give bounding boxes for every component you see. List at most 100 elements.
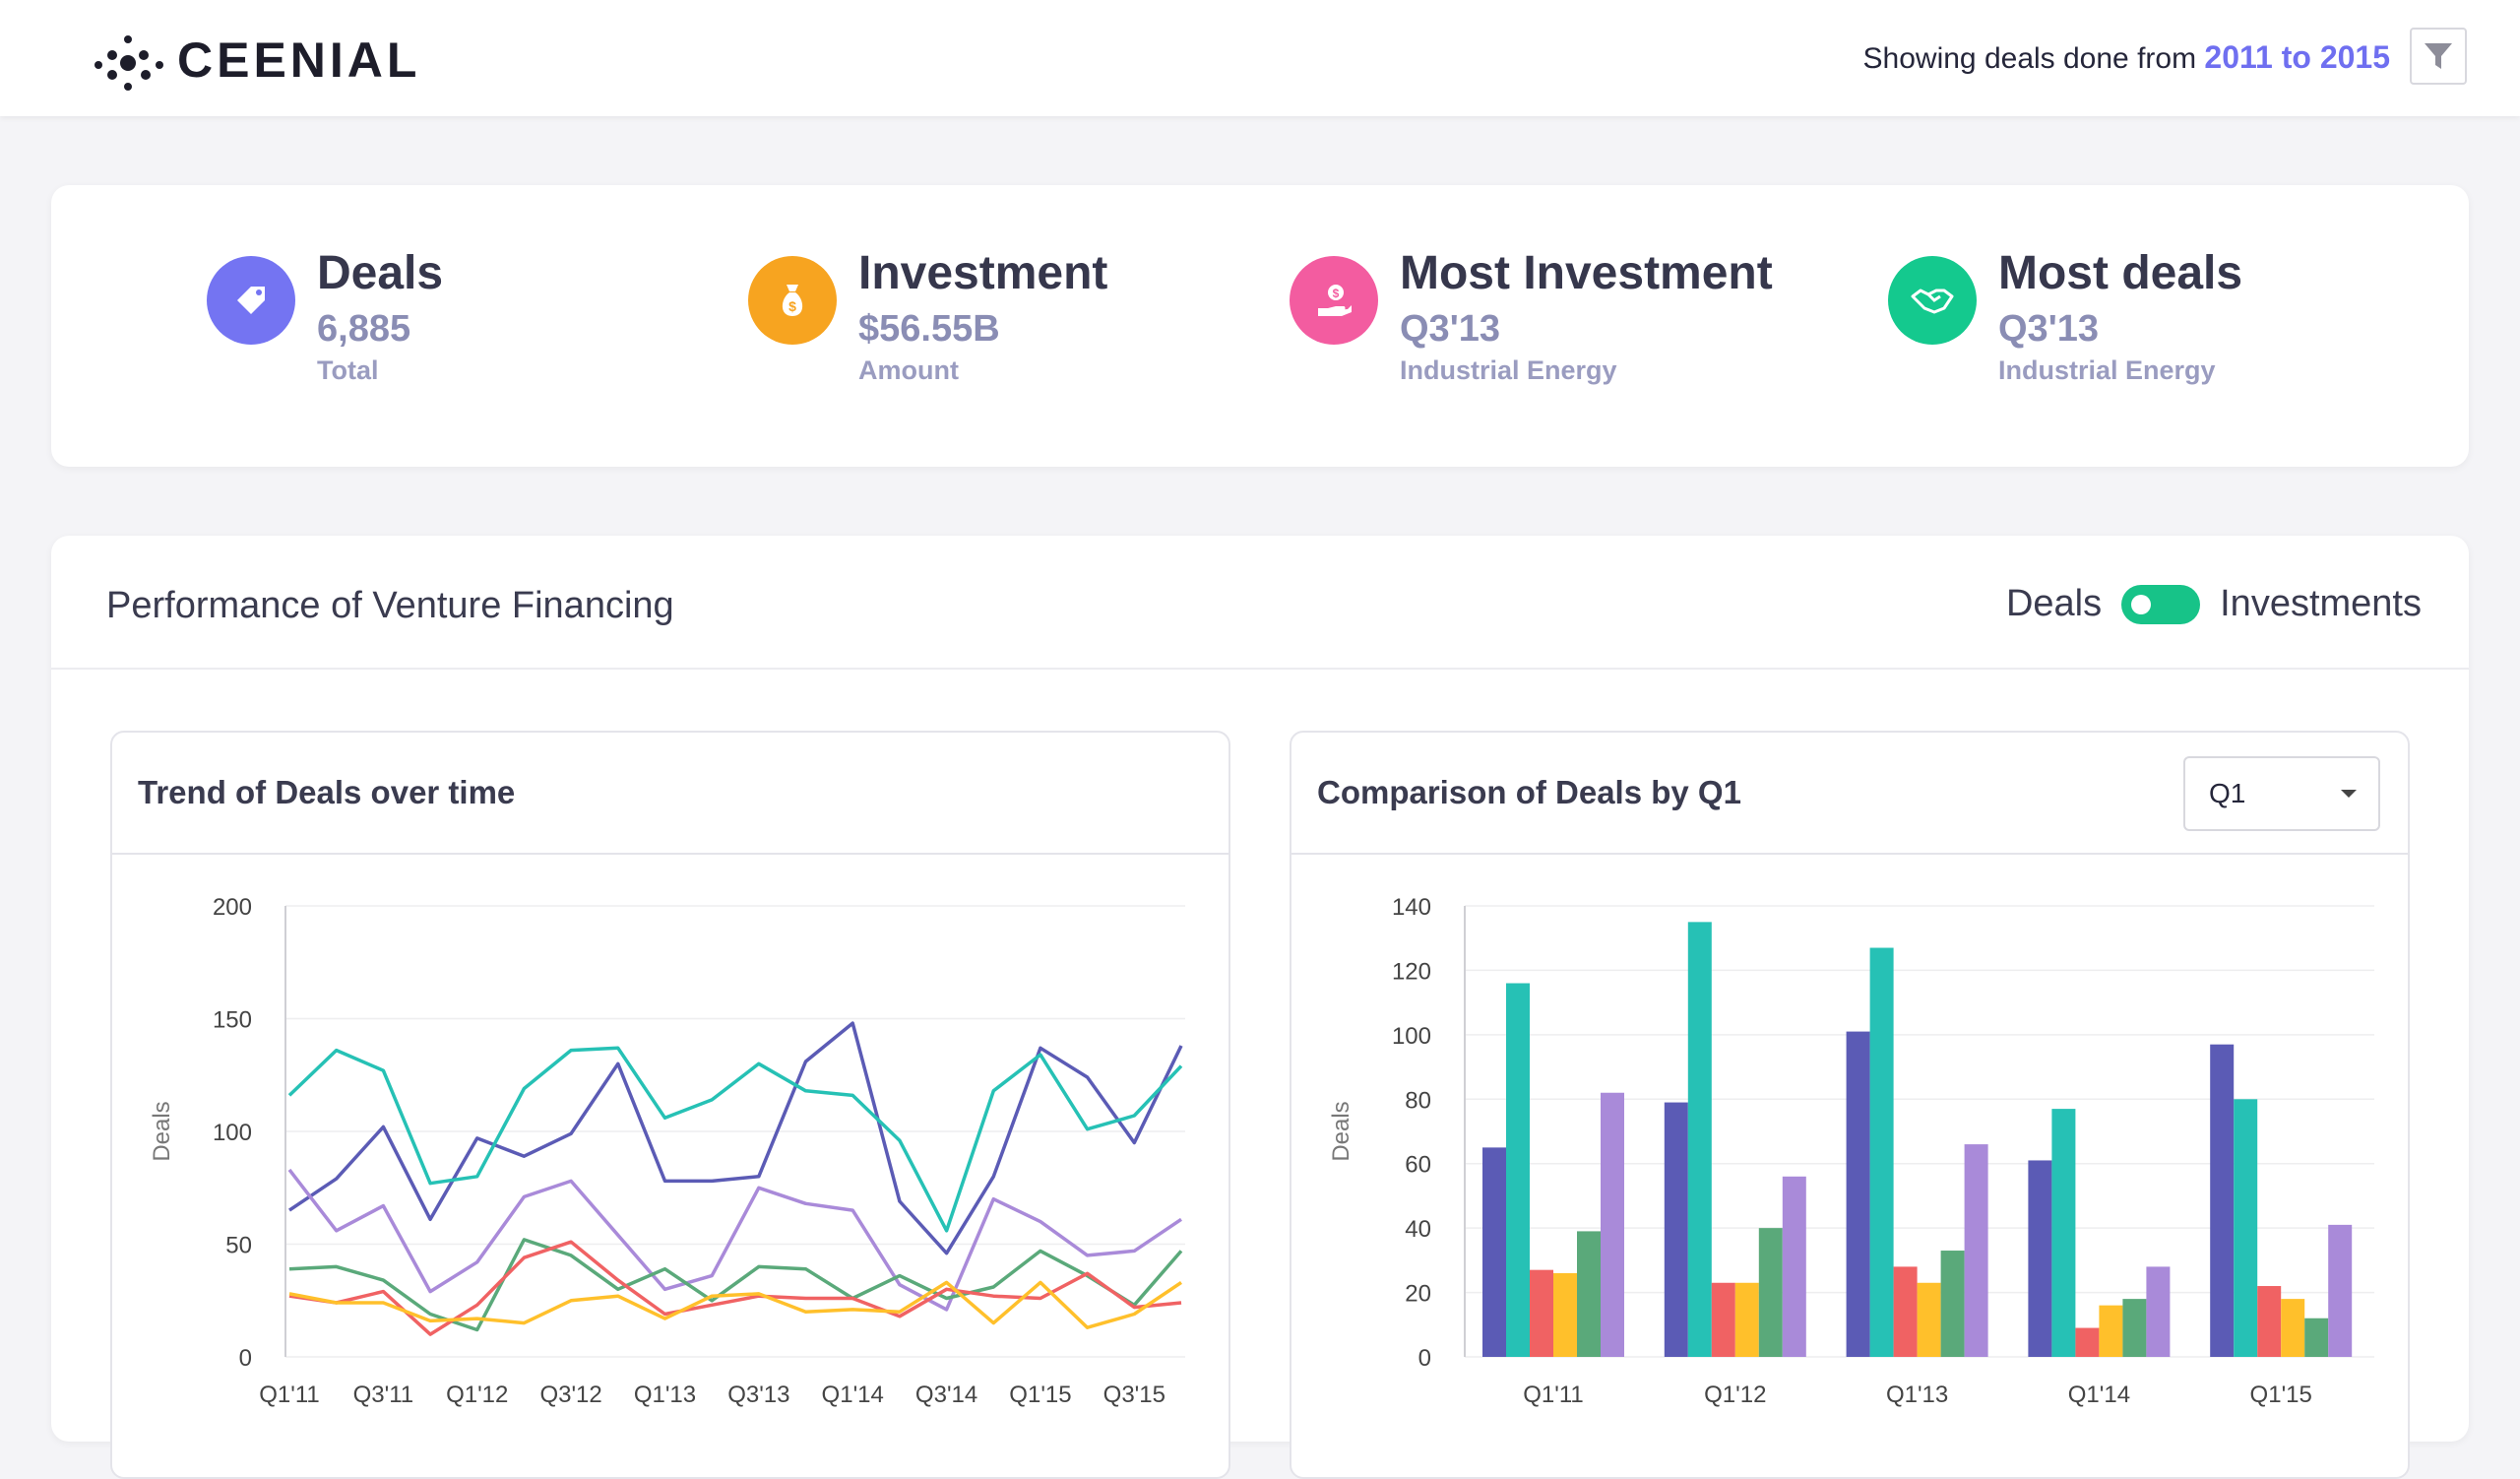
bar <box>1577 1231 1601 1357</box>
trend-chart-header: Trend of Deals over time <box>112 733 1228 855</box>
logo-text: CEENIAL <box>177 32 421 88</box>
bar <box>1506 983 1530 1357</box>
comparison-chart-card: Comparison of Deals by Q1 Q1 0 20 40 60 80 10… <box>1290 731 2410 1479</box>
kpi-subtitle: Amount <box>858 355 959 385</box>
bar <box>2281 1299 2305 1357</box>
bar <box>2075 1327 2100 1357</box>
bar <box>2234 1099 2258 1357</box>
hand-coin-icon: $ <box>1290 256 1378 345</box>
panel-title: Performance of Venture Financing <box>106 585 674 626</box>
kpi-title: Most Investment <box>1400 247 1773 299</box>
toggle-label-deals[interactable]: Deals <box>2005 583 2103 624</box>
series-line <box>287 1046 1183 1233</box>
handshake-icon <box>1888 256 1977 345</box>
series-line <box>288 1238 1183 1332</box>
kpi-value: 6,885 <box>317 308 411 350</box>
bar <box>2146 1266 2171 1357</box>
deals-investments-toggle-group: Deals Investments <box>2006 583 2422 625</box>
top-header: CEENIAL Showing deals done from 2011 to … <box>0 0 2520 116</box>
range-prefix: Showing deals done from <box>1862 42 2205 75</box>
bar <box>1782 1176 1806 1357</box>
quarter-select-value: Q1 <box>2209 778 2246 808</box>
y-axis-label: Deals <box>149 1101 175 1161</box>
bar <box>2210 1044 2235 1357</box>
bar <box>1553 1272 1577 1357</box>
price-tag-icon <box>207 256 295 345</box>
toggle-knob <box>2131 594 2152 614</box>
bar <box>2304 1318 2329 1357</box>
comparison-chart-header: Comparison of Deals by Q1 Q1 <box>1292 733 2408 855</box>
deals-investments-toggle[interactable] <box>2121 584 2201 624</box>
bar <box>1530 1269 1553 1357</box>
y-tick-label: 40 <box>1405 1216 1431 1243</box>
chevron-down-icon <box>2341 790 2357 798</box>
x-tick-label: Q1'15 <box>1009 1382 1071 1408</box>
kpi-value: Q3'13 <box>1400 308 1500 350</box>
series-line <box>288 1280 1182 1329</box>
comparison-chart-title: Comparison of Deals by Q1 <box>1317 774 1741 810</box>
kpi-most-deals: Most deals Q3'13 Industrial Energy <box>1888 248 2242 386</box>
y-axis-label: Deals <box>1328 1101 1354 1161</box>
kpi-title: Investment <box>858 247 1108 299</box>
bar <box>1758 1228 1783 1357</box>
y-tick-label: 100 <box>1392 1023 1431 1050</box>
kpi-subtitle: Total <box>317 355 379 385</box>
x-tick-label: Q1'13 <box>634 1382 696 1408</box>
y-tick-label: 200 <box>213 894 252 921</box>
bar <box>2051 1109 2076 1357</box>
trend-chart-title: Trend of Deals over time <box>138 774 516 810</box>
x-tick-label: Q1'12 <box>1704 1382 1766 1408</box>
bar <box>1711 1282 1735 1357</box>
x-tick-label: Q1'11 <box>1523 1382 1584 1408</box>
y-tick-label: 0 <box>239 1345 252 1372</box>
svg-text:$: $ <box>1333 287 1340 300</box>
trend-chart-card: Trend of Deals over time 0 50 100 150 200 Dea… <box>110 731 1230 1479</box>
bar <box>1869 947 1894 1357</box>
kpi-summary-card: Deals 6,885 Total $ Investment $56.55B A… <box>51 185 2469 467</box>
bar <box>1940 1251 1965 1357</box>
y-tick-label: 140 <box>1392 894 1431 921</box>
money-bag-icon: $ <box>748 256 837 345</box>
x-tick-label: Q3'14 <box>915 1382 977 1408</box>
bar <box>1734 1282 1759 1357</box>
kpi-title: Most deals <box>1998 247 2243 299</box>
range-years[interactable]: 2011 to 2015 <box>2204 39 2390 75</box>
trend-line-chart: 0 50 100 150 200 Deals Q1'11 Q3'11 Q1'12 Q3'12 Q1'… <box>149 894 1185 1408</box>
bar <box>2257 1286 2282 1357</box>
quarter-select[interactable]: Q1 <box>2183 756 2380 831</box>
kpi-subtitle: Industrial Energy <box>1400 355 1617 385</box>
y-tick-label: 50 <box>225 1233 252 1259</box>
bar <box>1664 1102 1688 1357</box>
logo[interactable]: CEENIAL <box>89 26 420 95</box>
bar <box>1687 922 1712 1357</box>
y-tick-label: 0 <box>1418 1345 1431 1372</box>
series-line <box>288 1240 1182 1336</box>
kpi-investment: $ Investment $56.55B Amount <box>748 248 1107 386</box>
x-tick-label: Q3'15 <box>1103 1382 1166 1408</box>
bar <box>1893 1266 1918 1357</box>
y-tick-label: 120 <box>1392 958 1431 985</box>
panel-header: Performance of Venture Financing Deals I… <box>51 536 2469 670</box>
kpi-most-investment: $ Most Investment Q3'13 Industrial Energ… <box>1290 248 1773 386</box>
y-tick-label: 60 <box>1405 1152 1431 1179</box>
x-tick-label: Q3'12 <box>539 1382 601 1408</box>
x-tick-label: Q1'14 <box>2068 1382 2130 1408</box>
kpi-subtitle: Industrial Energy <box>1998 355 2216 385</box>
bar <box>2028 1160 2052 1357</box>
kpi-deals: Deals 6,885 Total <box>207 248 443 386</box>
date-range-label: Showing deals done from 2011 to 2015 <box>1863 39 2390 76</box>
kpi-value: Q3'13 <box>1998 308 2099 350</box>
comparison-bar-chart: 0 20 40 60 80 100 120 140 Deals Q1'11 Q1'12 Q1'13 Q1… <box>1328 894 2374 1408</box>
filter-button[interactable] <box>2410 28 2467 85</box>
filter-icon <box>2425 43 2452 69</box>
venture-financing-panel: Performance of Venture Financing Deals I… <box>51 536 2469 1479</box>
bar <box>1964 1144 1988 1357</box>
bar <box>1601 1092 1624 1357</box>
series-line <box>287 1168 1182 1312</box>
toggle-label-investments[interactable]: Investments <box>2220 583 2422 624</box>
y-tick-label: 100 <box>213 1120 252 1146</box>
x-tick-label: Q1'15 <box>2250 1382 2312 1408</box>
x-tick-label: Q3'11 <box>353 1382 414 1408</box>
bar <box>1917 1282 1941 1357</box>
x-tick-label: Q1'14 <box>822 1382 884 1408</box>
